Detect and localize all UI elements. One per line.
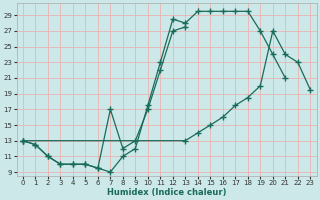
X-axis label: Humidex (Indice chaleur): Humidex (Indice chaleur): [107, 188, 226, 197]
